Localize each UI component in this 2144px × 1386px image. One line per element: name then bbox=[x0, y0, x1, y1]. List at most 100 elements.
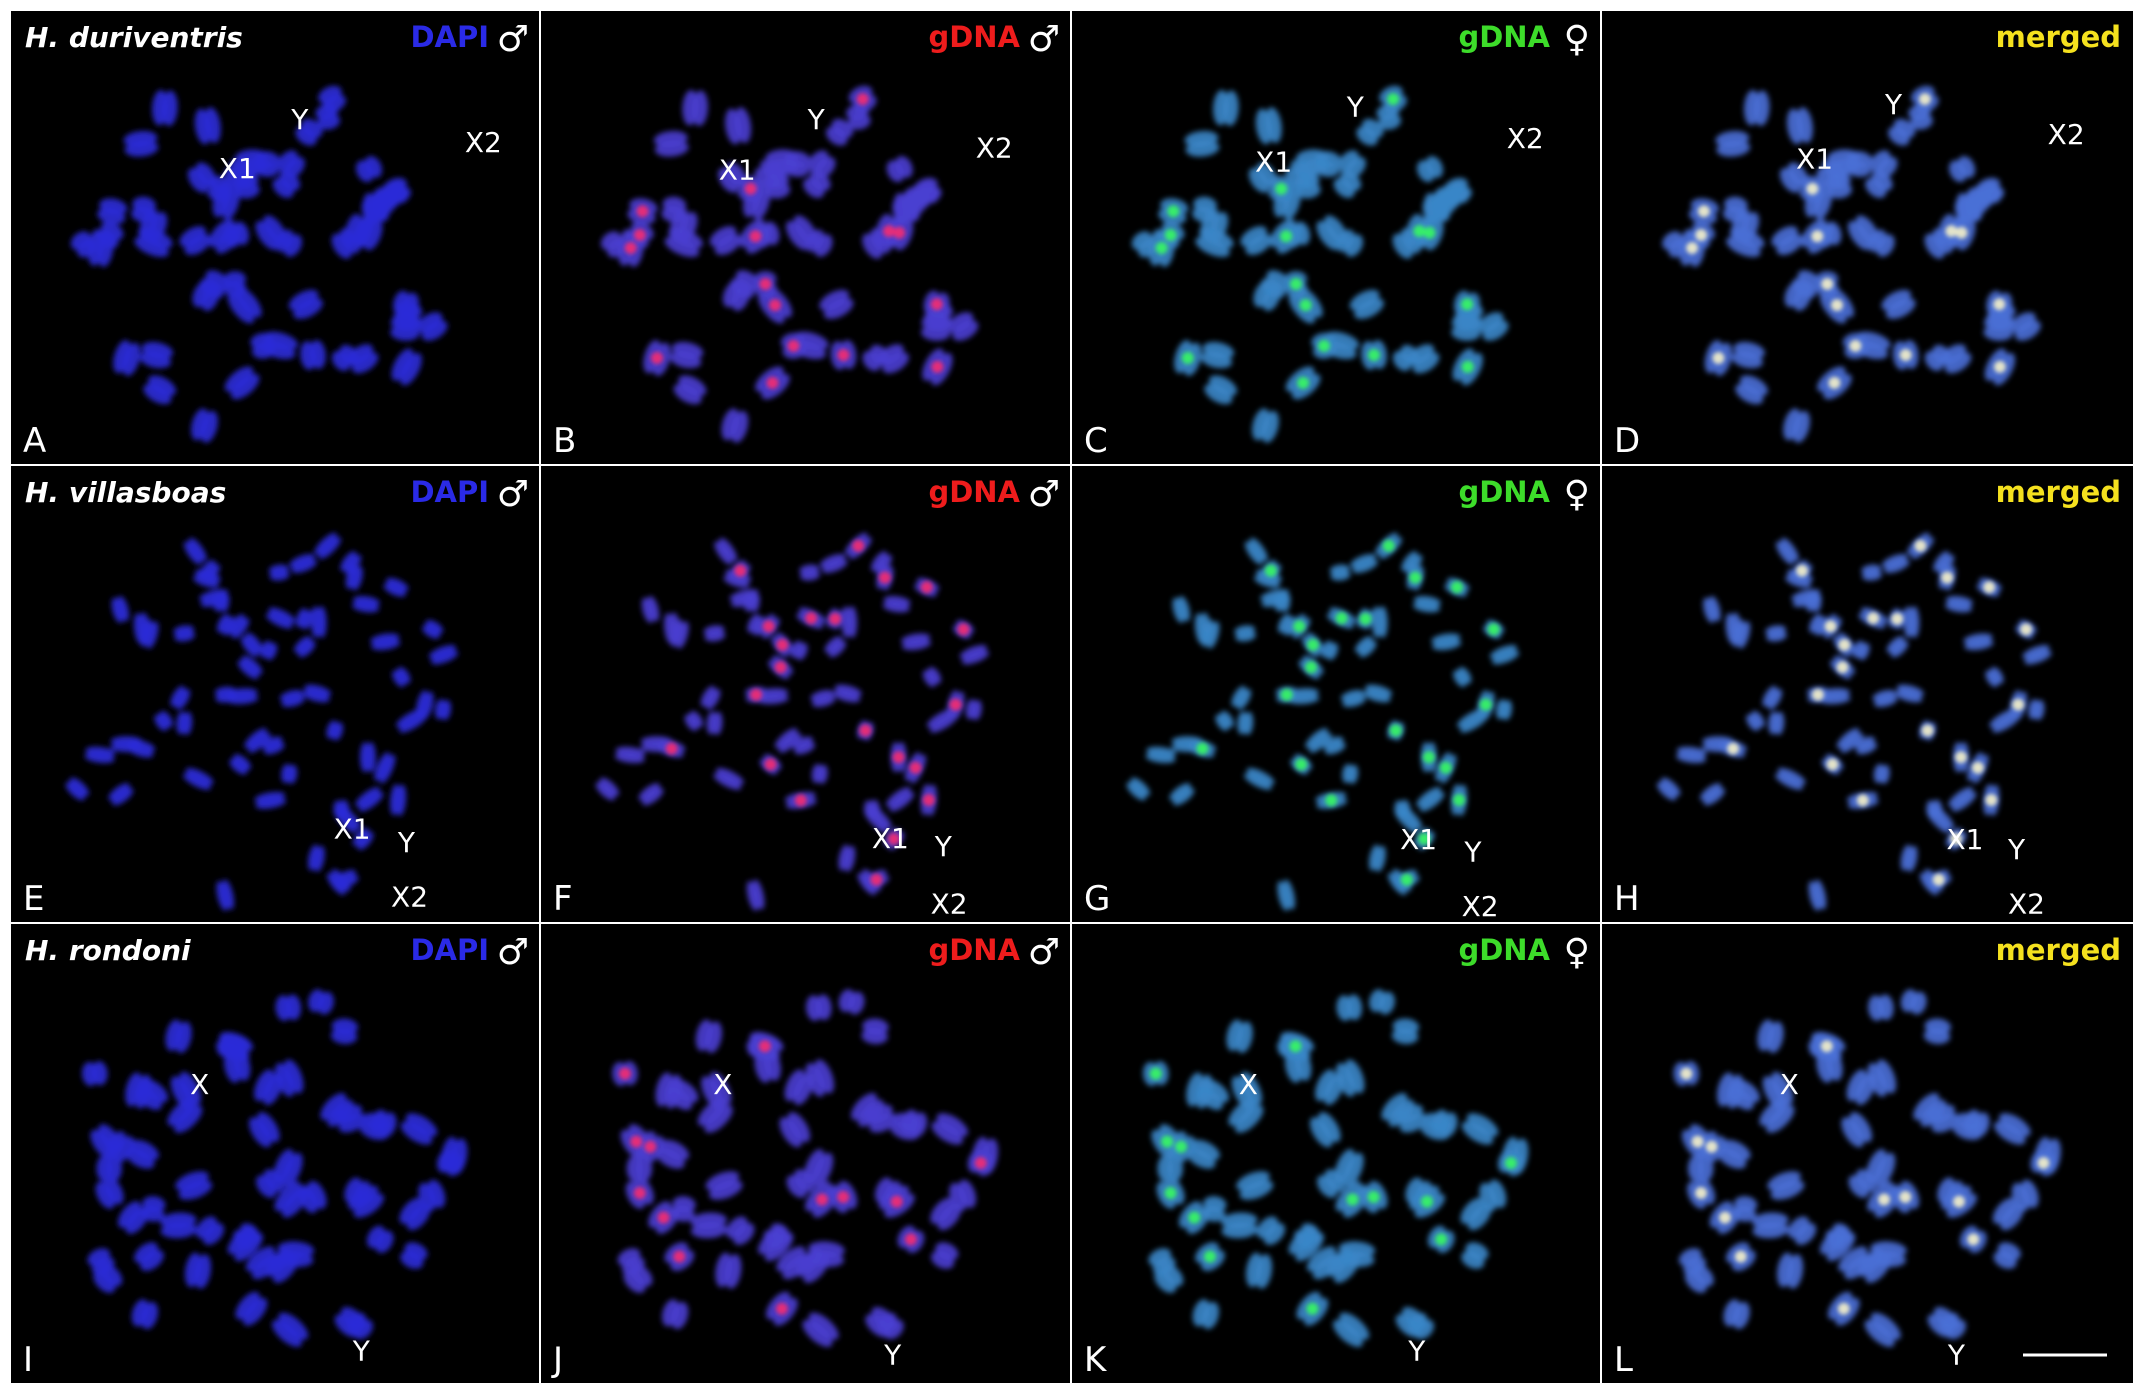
chromosome bbox=[1453, 666, 1472, 688]
chromatid bbox=[1413, 601, 1441, 613]
chromatid bbox=[422, 625, 441, 639]
chromosome bbox=[176, 711, 193, 735]
chromosome bbox=[1200, 341, 1235, 369]
hybridization-signals bbox=[1196, 539, 1500, 886]
chromosome bbox=[422, 620, 444, 639]
chromatid bbox=[1283, 879, 1296, 910]
chromosome bbox=[1169, 783, 1195, 806]
chromosome bbox=[1903, 606, 1920, 639]
chromatid bbox=[231, 617, 250, 639]
chromatid bbox=[1318, 1112, 1341, 1143]
chromosome bbox=[790, 640, 808, 661]
chromosome bbox=[803, 1149, 834, 1187]
chromosome bbox=[1767, 1171, 1805, 1200]
chromatid bbox=[202, 1222, 225, 1245]
chromosome bbox=[113, 340, 141, 376]
chromosome-label: Y bbox=[1947, 1339, 1966, 1372]
chromosome bbox=[714, 537, 738, 565]
chromatid bbox=[1876, 1059, 1897, 1094]
chromosome-label: X bbox=[1780, 1068, 1799, 1101]
chromatid bbox=[335, 875, 359, 890]
chromosome bbox=[1226, 1019, 1253, 1054]
chromosome bbox=[97, 198, 128, 225]
chromatid bbox=[331, 233, 352, 259]
chromatid bbox=[803, 1149, 825, 1184]
chromosome-label: X bbox=[190, 1068, 209, 1101]
chromosome bbox=[1786, 107, 1813, 145]
chromatid bbox=[281, 1187, 309, 1218]
chromosome bbox=[326, 720, 344, 741]
chromatid bbox=[304, 684, 332, 697]
chromosome bbox=[965, 699, 982, 721]
chromatid bbox=[1406, 554, 1423, 575]
chromosome bbox=[1867, 1059, 1897, 1097]
chromatid bbox=[1767, 688, 1783, 710]
chromatid bbox=[1363, 690, 1391, 703]
chromatid bbox=[754, 167, 782, 190]
chromosome-spread bbox=[81, 989, 468, 1348]
panel: H. villasboas DAPI ♂ E X1 Y X2 bbox=[11, 466, 539, 922]
chromatid bbox=[671, 1205, 695, 1222]
chromosome-label: X1 bbox=[872, 822, 909, 855]
chromatid bbox=[930, 1197, 954, 1225]
chromosome-spread bbox=[600, 85, 979, 443]
signal bbox=[1967, 1233, 1980, 1246]
chromosome bbox=[1329, 564, 1351, 581]
chromatid bbox=[405, 1113, 438, 1137]
chromatid bbox=[1703, 597, 1715, 624]
chromosome bbox=[334, 1104, 367, 1133]
signal bbox=[1505, 1157, 1517, 1169]
chromosome bbox=[805, 994, 832, 1021]
chromatid bbox=[664, 1074, 683, 1109]
signal bbox=[1831, 299, 1843, 312]
chromatid bbox=[1201, 1301, 1220, 1330]
chromosome-label: Y bbox=[290, 103, 309, 136]
chromatid bbox=[1235, 631, 1257, 642]
chromatid bbox=[1838, 1246, 1868, 1272]
chromatid bbox=[355, 787, 380, 807]
chromosome bbox=[195, 1216, 225, 1245]
chromatid bbox=[1869, 1250, 1906, 1268]
chromosome bbox=[931, 1113, 969, 1145]
chromatid bbox=[245, 1246, 275, 1272]
chromatid bbox=[1309, 732, 1332, 753]
chromatid bbox=[921, 324, 951, 341]
panel: gDNA ♀ G X1 Y X2 bbox=[1072, 466, 1600, 923]
chromatid bbox=[337, 804, 362, 829]
chromatid bbox=[194, 569, 221, 583]
signal bbox=[890, 1195, 903, 1208]
chromatid bbox=[1191, 1139, 1220, 1161]
chromatid bbox=[93, 1270, 116, 1293]
signal bbox=[1167, 205, 1180, 218]
chromosome bbox=[1336, 994, 1363, 1021]
chromosome bbox=[1900, 844, 1918, 872]
chromosome bbox=[718, 162, 747, 193]
chromatid bbox=[1774, 711, 1785, 735]
chromatid bbox=[1868, 995, 1885, 1021]
chromosome bbox=[170, 1071, 202, 1110]
chromosome bbox=[235, 1291, 268, 1326]
signal bbox=[1914, 539, 1927, 552]
signal bbox=[1306, 1302, 1319, 1315]
chromatid bbox=[814, 1059, 835, 1094]
chromatid bbox=[752, 616, 766, 636]
chromatid bbox=[1199, 227, 1234, 249]
chromosome-label: X1 bbox=[1796, 143, 1833, 176]
chromatid bbox=[886, 160, 905, 183]
chromosome bbox=[1368, 844, 1386, 872]
chromatid bbox=[691, 90, 709, 127]
chromosome bbox=[1836, 728, 1864, 753]
chromatid bbox=[219, 1031, 254, 1052]
chromosome bbox=[274, 1059, 304, 1097]
chromosome bbox=[1416, 787, 1445, 812]
chromatid bbox=[1676, 752, 1707, 764]
chromatid bbox=[170, 685, 185, 707]
chromosome-label: X1 bbox=[219, 152, 256, 185]
chromatid bbox=[1867, 1062, 1888, 1097]
chromatid bbox=[1249, 537, 1268, 562]
chromosome bbox=[802, 1312, 839, 1348]
chromosome bbox=[1195, 227, 1234, 258]
chromatid bbox=[140, 1249, 164, 1271]
chromosome bbox=[730, 270, 760, 299]
chromosome bbox=[110, 736, 143, 753]
